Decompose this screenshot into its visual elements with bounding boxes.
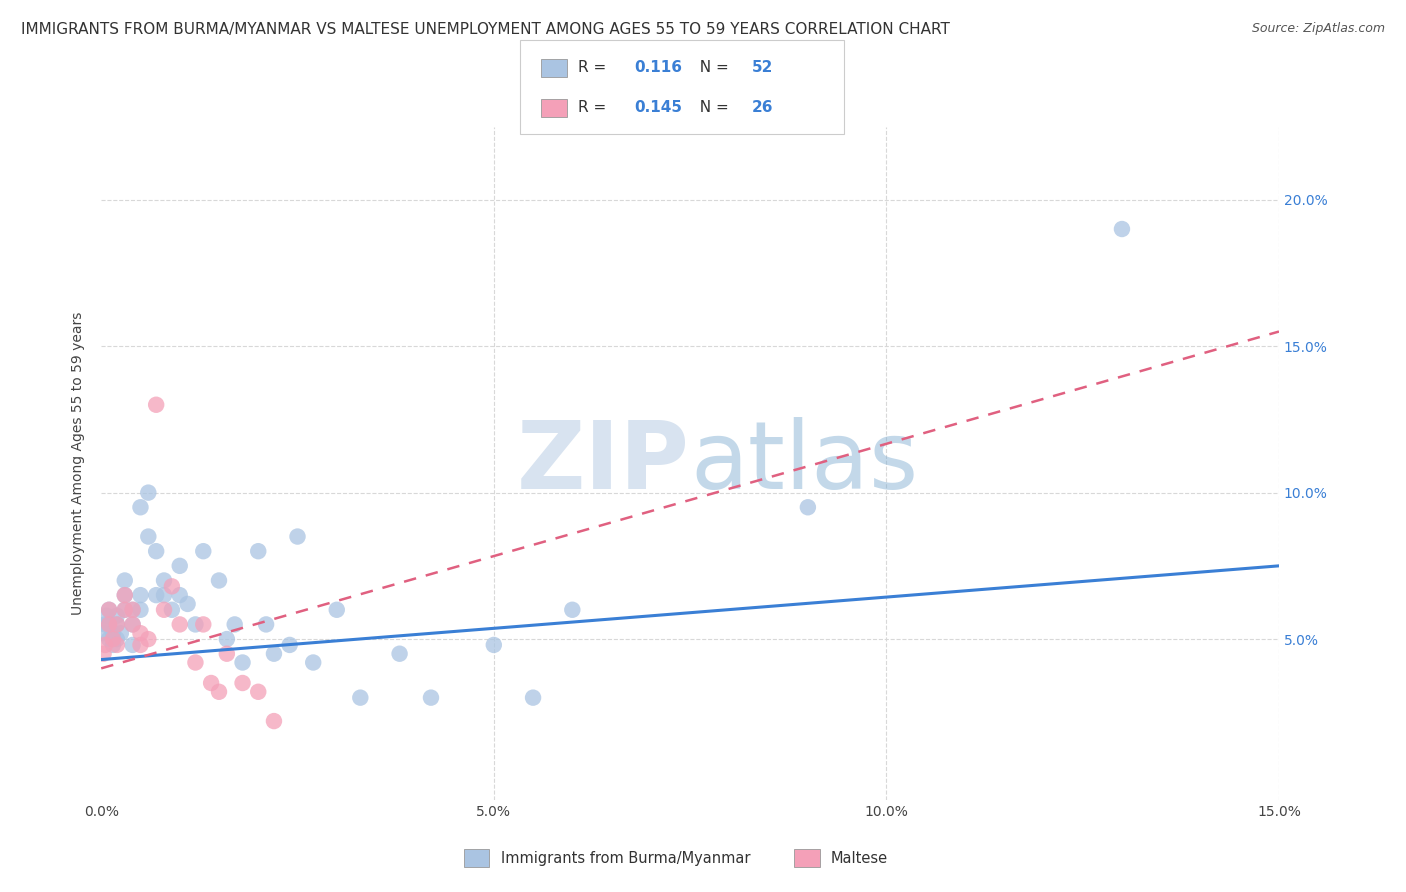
Point [208, 574, 231, 588]
Point [232, 676, 254, 690]
Point [105, 608, 128, 623]
Y-axis label: Unemployment Among Ages 55 to 59 years: Unemployment Among Ages 55 to 59 years [72, 311, 86, 615]
Point [121, 617, 143, 632]
Point [215, 647, 238, 661]
Point [94, 617, 117, 632]
Point [101, 632, 124, 646]
Point [193, 544, 215, 558]
Point [169, 558, 191, 573]
Point [98, 603, 121, 617]
Point [193, 617, 215, 632]
Point [93, 647, 115, 661]
Point [105, 617, 128, 632]
Point [129, 603, 152, 617]
Point [98, 617, 121, 632]
Point [420, 690, 443, 705]
Text: N =: N = [690, 100, 734, 115]
Point [114, 603, 136, 617]
Point [114, 603, 136, 617]
Point [136, 530, 159, 544]
Point [153, 603, 176, 617]
Point [121, 638, 143, 652]
Point [160, 579, 183, 593]
Point [326, 603, 349, 617]
Point [145, 588, 167, 602]
Text: R =: R = [578, 61, 612, 76]
Point [121, 603, 143, 617]
Text: ZIP: ZIP [517, 417, 690, 509]
Point [160, 603, 183, 617]
Point [169, 588, 191, 602]
Point [101, 638, 124, 652]
Text: Source: ZipAtlas.com: Source: ZipAtlas.com [1251, 22, 1385, 36]
Text: 0.145: 0.145 [634, 100, 682, 115]
Text: R =: R = [578, 100, 612, 115]
Text: N =: N = [690, 61, 734, 76]
Point [114, 588, 136, 602]
Point [278, 638, 301, 652]
Point [247, 685, 270, 699]
Point [145, 398, 167, 412]
Text: 0.116: 0.116 [634, 61, 682, 76]
Text: 52: 52 [752, 61, 773, 76]
Point [101, 626, 124, 640]
Point [98, 617, 121, 632]
Point [98, 632, 121, 646]
Point [208, 685, 231, 699]
Point [522, 690, 544, 705]
Point [388, 647, 411, 661]
Point [98, 603, 121, 617]
Point [105, 632, 128, 646]
Point [1111, 222, 1133, 236]
Point [153, 588, 176, 602]
Point [254, 617, 277, 632]
Text: Immigrants from Burma/Myanmar: Immigrants from Burma/Myanmar [501, 851, 749, 865]
Point [136, 632, 159, 646]
Point [129, 626, 152, 640]
Point [93, 626, 115, 640]
Point [121, 617, 143, 632]
Point [349, 690, 371, 705]
Point [482, 638, 505, 652]
Text: 26: 26 [752, 100, 773, 115]
Point [215, 632, 238, 646]
Point [94, 638, 117, 652]
Text: IMMIGRANTS FROM BURMA/MYANMAR VS MALTESE UNEMPLOYMENT AMONG AGES 55 TO 59 YEARS : IMMIGRANTS FROM BURMA/MYANMAR VS MALTESE… [21, 22, 950, 37]
Point [110, 626, 132, 640]
Point [105, 638, 128, 652]
Point [129, 638, 152, 652]
Point [287, 530, 309, 544]
Point [184, 656, 207, 670]
Point [797, 500, 820, 515]
Text: Maltese: Maltese [831, 851, 889, 865]
Point [232, 656, 254, 670]
Point [247, 544, 270, 558]
Point [224, 617, 246, 632]
Text: atlas: atlas [690, 417, 918, 509]
Point [105, 617, 128, 632]
Point [121, 603, 143, 617]
Point [96, 608, 118, 623]
Point [129, 500, 152, 515]
Point [184, 617, 207, 632]
Point [200, 676, 222, 690]
Point [136, 485, 159, 500]
Point [169, 617, 191, 632]
Point [153, 574, 176, 588]
Point [114, 588, 136, 602]
Point [561, 603, 583, 617]
Point [263, 647, 285, 661]
Point [302, 656, 325, 670]
Point [176, 597, 198, 611]
Point [263, 714, 285, 728]
Point [114, 574, 136, 588]
Point [145, 544, 167, 558]
Point [129, 588, 152, 602]
